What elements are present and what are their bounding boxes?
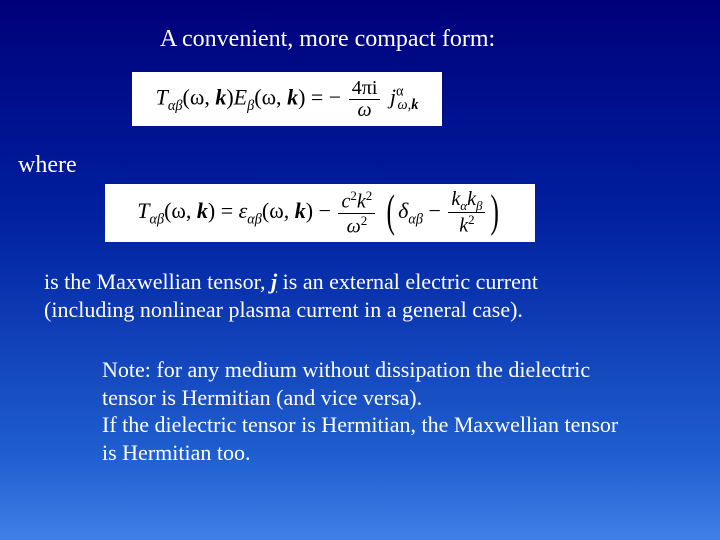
eq1-k2: k [287, 84, 298, 109]
eq1-E: E [234, 84, 247, 109]
eq2-k1: k [197, 198, 208, 223]
where-span: where [18, 152, 77, 178]
eq2-f2-k2s: β [476, 198, 482, 213]
p2-l4: is Hermitian too. [102, 440, 250, 465]
eq1-frac: 4πi ω [349, 78, 381, 121]
eq2-f2-k2: k [467, 188, 476, 210]
eq1-eq: = − [311, 84, 341, 109]
equation-2-box: Tαβ(ω, k) = εαβ(ω, k) − c2k2 ω2 (δαβ − k… [105, 184, 535, 242]
eq2-f1-de: 2 [361, 213, 368, 228]
eq1-T-sub: αβ [168, 97, 183, 113]
eq2-eps-sub: αβ [247, 211, 262, 227]
eq2-minus1: − [313, 198, 336, 223]
p1-l1a: is the Maxwellian tensor, [44, 269, 271, 294]
equation-1: Tαβ(ω, k)Eβ(ω, k) = − 4πi ω jαω,k [156, 78, 419, 121]
p2-l3: If the dielectric tensor is Hermitian, t… [102, 412, 618, 437]
eq2-eq: ) = [208, 198, 239, 223]
eq2-frac2: kαkβ k2 [448, 189, 485, 237]
eq2-minus2: − [423, 198, 446, 223]
eq1-frac-num: 4πi [349, 78, 381, 100]
eq2-T: T [137, 198, 149, 223]
eq1-k1: k [215, 84, 226, 109]
p1-l1b: is an external electric current [277, 269, 538, 294]
eq2-eps: ε [239, 198, 248, 223]
paragraph-2: Note: for any medium without dissipation… [102, 356, 682, 466]
eq2-delta: δ [398, 198, 408, 223]
eq2-delta-sub: αβ [408, 211, 423, 227]
eq1-frac-den: ω [357, 99, 371, 121]
eq2-arg1: (ω, [164, 198, 197, 223]
eq1-argc2: ) [298, 84, 305, 109]
eq1-T: T [156, 84, 168, 109]
eq2-k2: k [295, 198, 306, 223]
eq2-f2-dke: 2 [468, 212, 475, 227]
eq1-argc1: ) [226, 84, 233, 109]
eq2-f2-k1: k [451, 188, 460, 210]
eq2-f2-dk: k [459, 215, 468, 237]
equation-1-box: Tαβ(ω, k)Eβ(ω, k) = − 4πi ω jαω,k [132, 72, 442, 126]
title-text: A convenient, more compact form: [160, 26, 495, 53]
title-span: A convenient, more compact form: [160, 26, 495, 52]
paragraph-1: is the Maxwellian tensor, j is an extern… [44, 268, 684, 323]
eq2-f1-ke: 2 [366, 188, 373, 203]
eq2-frac1: c2k2 ω2 [338, 189, 375, 237]
eq2-arg2: (ω, [262, 198, 295, 223]
p2-l2: tensor is Hermitian (and vice versa). [102, 385, 422, 410]
eq2-f1-k: k [357, 191, 366, 213]
eq1-arg2: (ω, [254, 84, 287, 109]
eq2-f1-d: ω [347, 215, 361, 237]
eq1-arg1: (ω, [183, 84, 216, 109]
where-text: where [18, 152, 77, 179]
p2-l1: Note: for any medium without dissipation… [102, 357, 590, 382]
p1-l2: (including nonlinear plasma current in a… [44, 297, 523, 322]
equation-2: Tαβ(ω, k) = εαβ(ω, k) − c2k2 ω2 (δαβ − k… [137, 189, 503, 237]
eq2-T-sub: αβ [149, 211, 164, 227]
eq1-j-sub: ω,k [398, 97, 419, 113]
